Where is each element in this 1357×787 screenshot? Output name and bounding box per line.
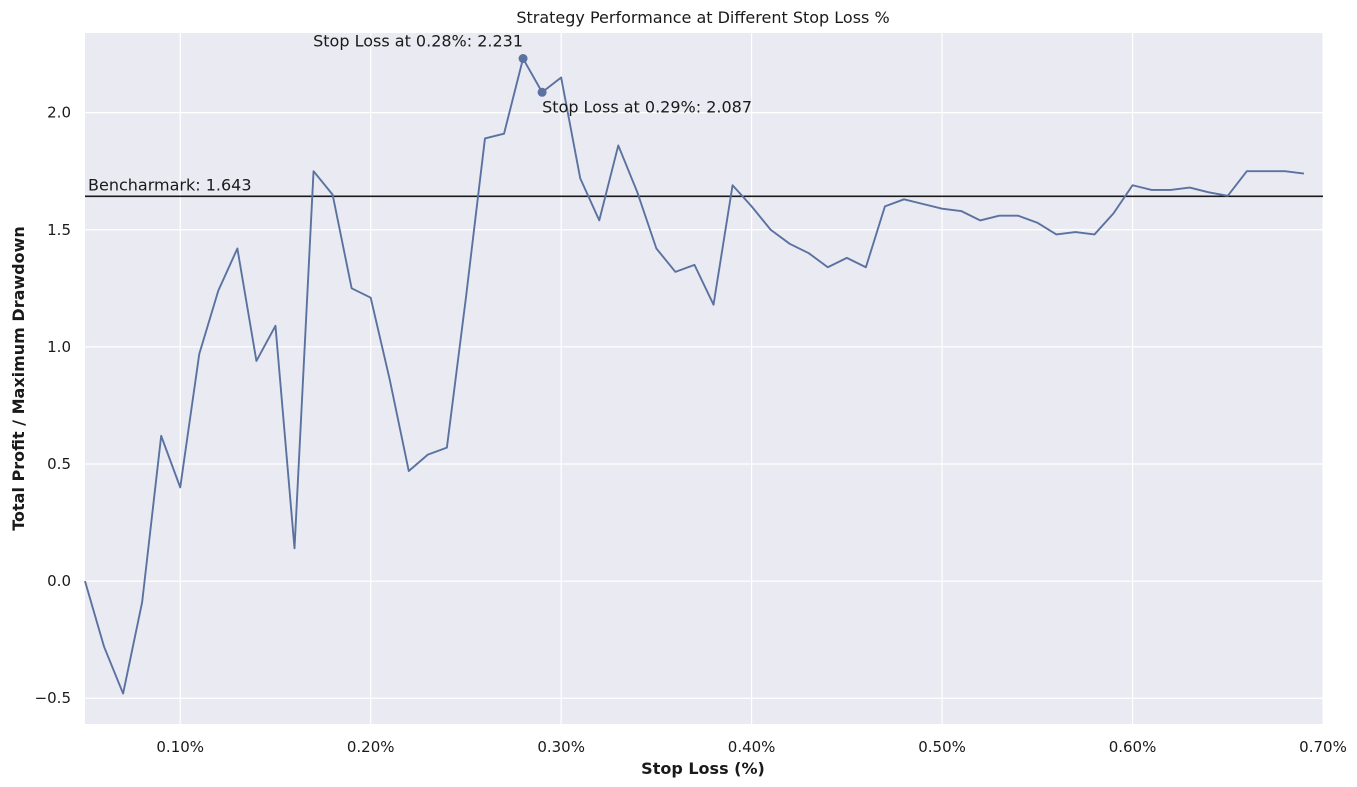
x-tick-label: 0.10% bbox=[156, 738, 204, 756]
y-tick-label: 2.0 bbox=[47, 104, 71, 122]
y-tick-label: 1.0 bbox=[47, 338, 71, 356]
plot-area bbox=[85, 33, 1323, 724]
x-tick-label: 0.20% bbox=[347, 738, 395, 756]
x-gridlines bbox=[179, 33, 1324, 724]
chart-title: Strategy Performance at Different Stop L… bbox=[516, 8, 889, 27]
y-tick-label: 0.5 bbox=[47, 455, 71, 473]
series-line bbox=[84, 57, 1305, 695]
x-tick-labels: 0.10% 0.20% 0.30% 0.40% 0.50% 0.60% 0.70% bbox=[156, 738, 1346, 756]
benchmark-label: Bencharmark: 1.643 bbox=[88, 175, 252, 194]
annotation-point bbox=[518, 54, 528, 64]
x-tick-label: 0.70% bbox=[1299, 738, 1347, 756]
y-tick-label: 1.5 bbox=[47, 221, 71, 239]
annotation-label: Stop Loss at 0.29%: 2.087 bbox=[542, 97, 752, 116]
y-tick-label: 0.0 bbox=[47, 572, 71, 590]
annotation-label: Stop Loss at 0.28%: 2.231 bbox=[313, 32, 523, 51]
y-tick-labels: −0.5 0.0 0.5 1.0 1.5 2.0 bbox=[35, 104, 71, 708]
x-tick-label: 0.30% bbox=[537, 738, 585, 756]
x-axis-label: Stop Loss (%) bbox=[641, 759, 765, 778]
annotations: Stop Loss at 0.28%: 2.231 Stop Loss at 0.… bbox=[313, 32, 752, 117]
y-axis-label: Total Profit / Maximum Drawdown bbox=[9, 226, 28, 531]
y-tick-label: −0.5 bbox=[35, 689, 71, 707]
annotation-point bbox=[537, 87, 547, 97]
y-gridlines bbox=[85, 112, 1323, 699]
x-tick-label: 0.40% bbox=[728, 738, 776, 756]
x-tick-label: 0.60% bbox=[1109, 738, 1157, 756]
x-tick-label: 0.50% bbox=[918, 738, 966, 756]
